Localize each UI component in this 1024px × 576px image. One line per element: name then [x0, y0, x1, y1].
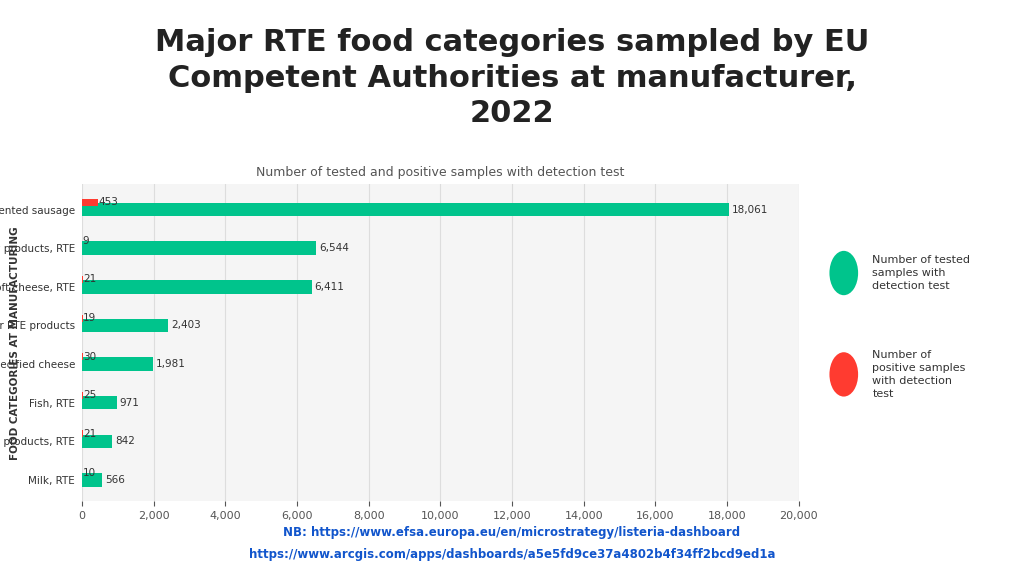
Bar [82, 203, 729, 217]
Bar [82, 241, 316, 255]
Text: 842: 842 [115, 437, 135, 446]
Text: 1,981: 1,981 [156, 359, 185, 369]
Text: 18,061: 18,061 [732, 204, 768, 215]
Text: 10: 10 [83, 468, 96, 478]
Text: 971: 971 [120, 397, 139, 408]
Text: 9: 9 [83, 236, 89, 246]
Circle shape [829, 352, 858, 396]
Text: https://www.arcgis.com/apps/dashboards/a5e5fd9ce37a4802b4f34ff2bcd9ed1a: https://www.arcgis.com/apps/dashboards/a… [249, 548, 775, 560]
Circle shape [829, 251, 858, 295]
Text: FOOD CATEGORIES AT MANUFACTURING: FOOD CATEGORIES AT MANUFACTURING [10, 226, 20, 460]
Bar [82, 434, 112, 448]
Text: 30: 30 [83, 352, 96, 362]
Text: 453: 453 [98, 197, 119, 207]
Title: Number of tested and positive samples with detection test: Number of tested and positive samples wi… [256, 166, 625, 179]
Text: 21: 21 [83, 429, 96, 439]
Text: 566: 566 [105, 475, 125, 485]
Text: Major RTE food categories sampled by EU
Competent Authorities at manufacturer,
2: Major RTE food categories sampled by EU … [155, 28, 869, 128]
Text: 21: 21 [83, 274, 96, 285]
Bar [82, 396, 117, 410]
Text: Number of
positive samples
with detection
test: Number of positive samples with detectio… [872, 350, 966, 399]
Text: 6,411: 6,411 [314, 282, 344, 292]
Text: 2,403: 2,403 [171, 320, 201, 331]
Bar [82, 280, 311, 294]
Text: 25: 25 [83, 391, 96, 400]
Bar [82, 357, 153, 371]
Text: 19: 19 [83, 313, 96, 323]
Bar [82, 319, 168, 332]
Text: Number of tested
samples with
detection test: Number of tested samples with detection … [872, 255, 971, 291]
Bar [82, 199, 98, 206]
Bar [82, 353, 83, 360]
Text: 6,544: 6,544 [319, 243, 349, 253]
Bar [82, 473, 102, 487]
Text: NB: https://www.efsa.europa.eu/en/microstrategy/listeria-dashboard: NB: https://www.efsa.europa.eu/en/micros… [284, 526, 740, 539]
